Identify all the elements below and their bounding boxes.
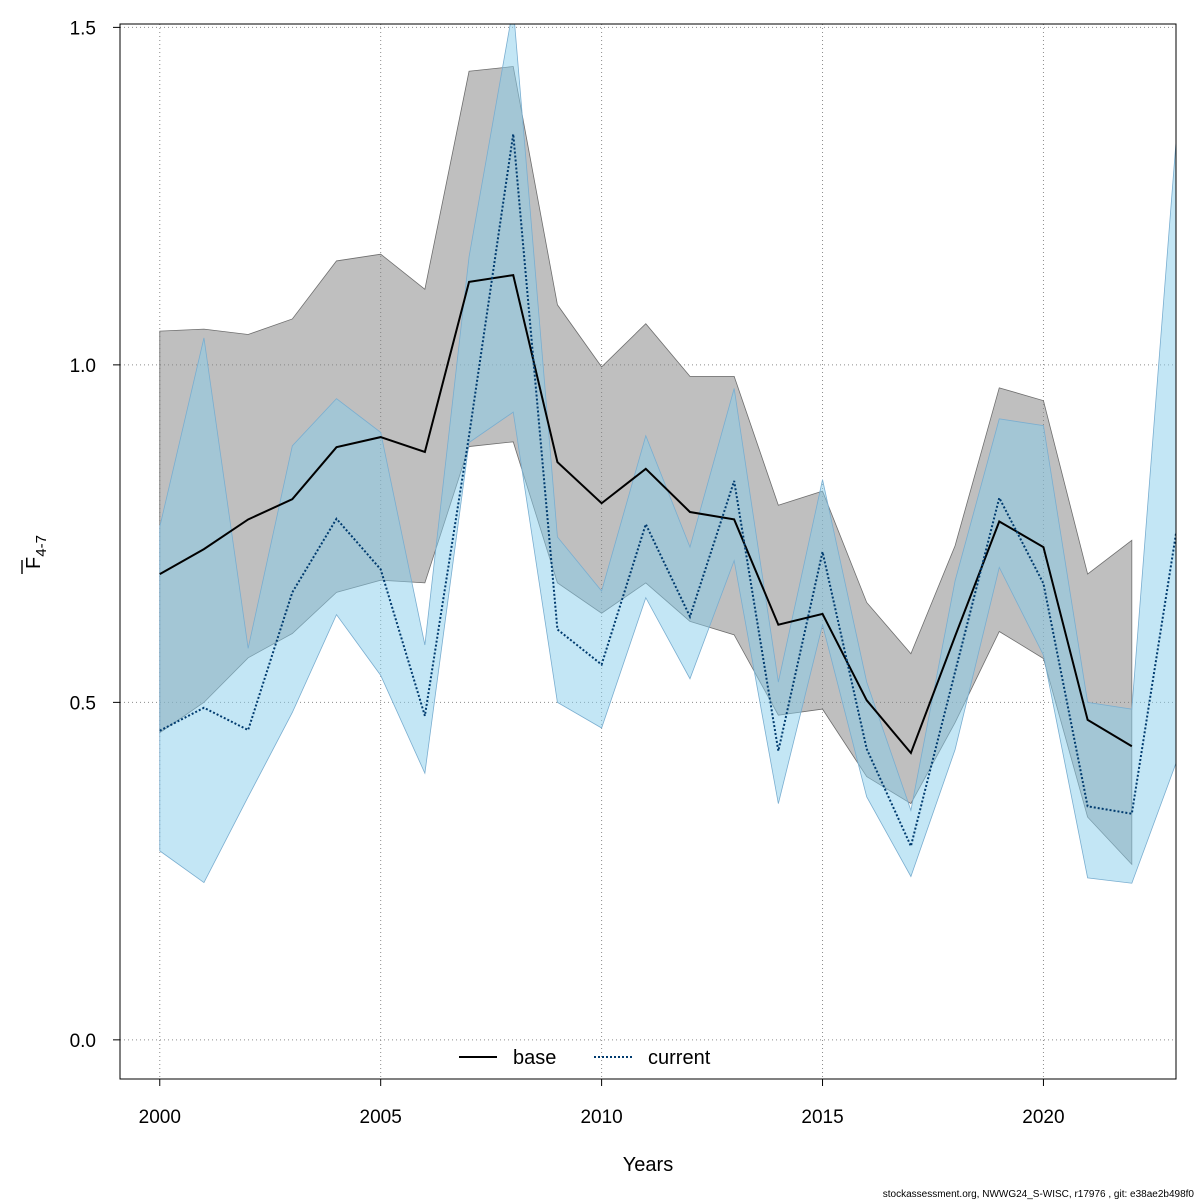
axis-ticks: 2000 2005 2010 2015 2020 0.0 0.5 1.0 1.5 (70, 18, 1065, 1128)
svg-text:F4-7: F4-7 (23, 535, 50, 569)
x-tick-label: 2000 (139, 1107, 181, 1128)
x-tick-label: 2020 (1022, 1107, 1064, 1128)
series-line-base (159, 273, 1133, 755)
y-tick-label: 0.0 (70, 1031, 96, 1052)
y-tick-label: 0.5 (70, 693, 96, 714)
series-lines (159, 133, 1176, 850)
legend-label-base: base (513, 1047, 556, 1069)
y-tick-label: 1.0 (70, 356, 96, 377)
x-tick-label: 2010 (580, 1107, 622, 1128)
legend-label-current: current (648, 1047, 711, 1069)
x-tick-label: 2015 (801, 1107, 843, 1128)
x-tick-label: 2005 (360, 1107, 402, 1128)
y-axis-title-sub: 4-7 (33, 535, 50, 557)
x-axis-title: Years (623, 1154, 673, 1176)
y-tick-label: 1.5 (70, 18, 96, 39)
confidence-band-current (159, 24, 1176, 884)
y-axis-title: F4-7 (21, 535, 50, 574)
confidence-bands (159, 24, 1176, 884)
plot-frame (119, 23, 1177, 1080)
legend: base current (459, 1047, 711, 1069)
footer-note: stockassessment.org, NWWG24_S-WISC, r179… (883, 1189, 1195, 1200)
y-axis-title-main: F (23, 557, 45, 569)
